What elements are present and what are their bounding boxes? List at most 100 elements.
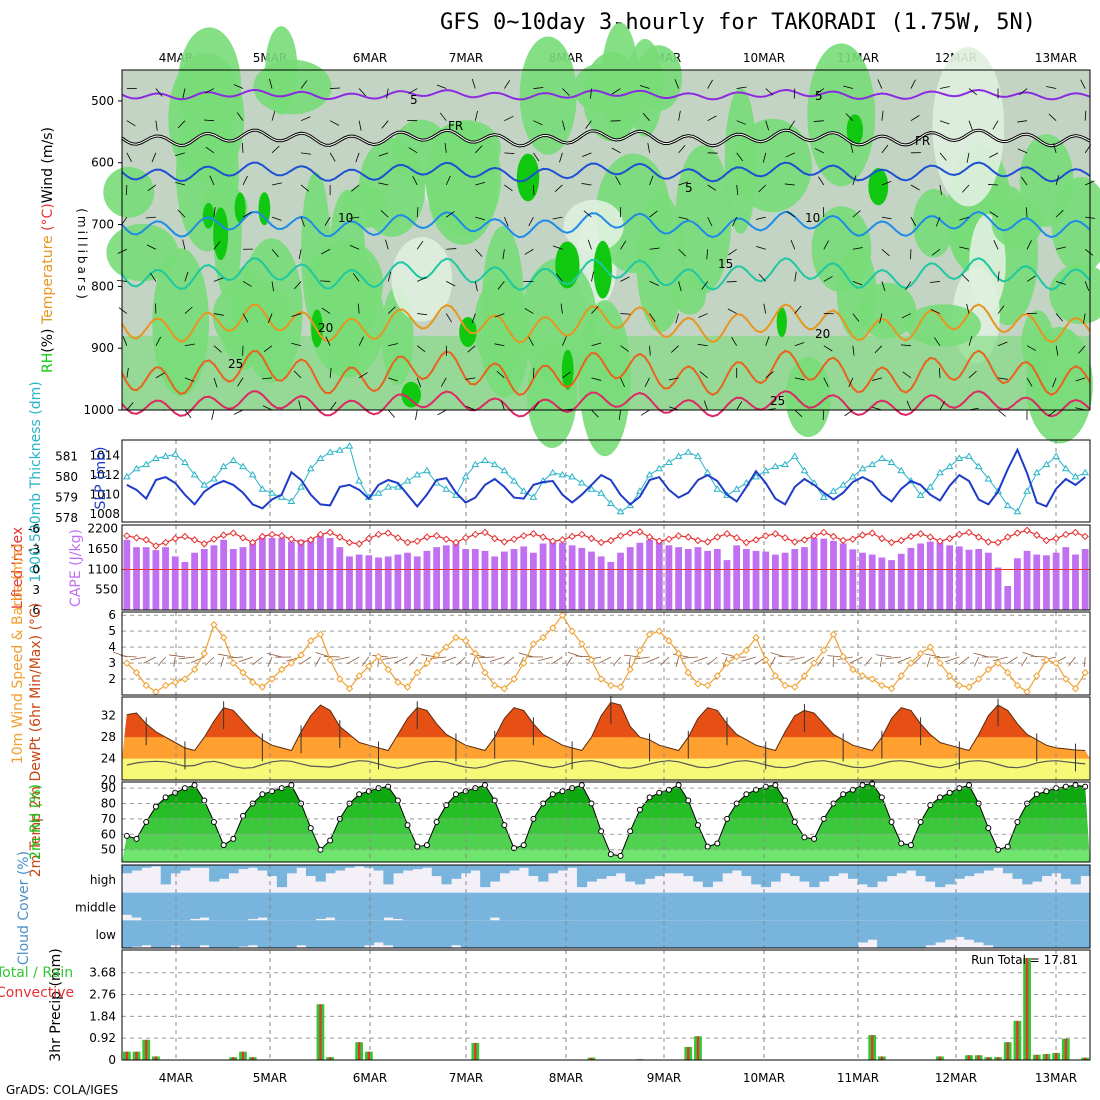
thickness-marker [655,464,664,472]
precip-bar-convective [996,1057,1000,1060]
thickness-marker [577,479,586,486]
wind-barb [1055,175,1060,186]
thickness-marker [819,493,828,500]
y-tick-label-thickness: 581 [55,449,78,463]
cape-bar [404,552,411,610]
cloud-bar-low [518,920,530,948]
rh-marker [482,782,488,789]
cloud-bar-middle [906,892,917,921]
cloud-bar-middle [944,892,955,921]
wind-barb [560,303,563,314]
cloud-bar-low [315,920,326,948]
rh-marker [423,842,430,849]
wind-barb-10m [693,656,708,663]
lifted-index-marker [413,537,421,545]
wind-speed-marker [210,621,218,629]
cloud-bar-middle [480,892,491,921]
wind-barb [380,210,389,218]
cloud-bar-middle [538,892,549,921]
wind-barb [620,313,631,315]
wind-barb [467,345,476,353]
wind-speed-marker [1052,659,1060,667]
thickness-marker [181,458,189,466]
wind-speed-marker [1081,668,1089,677]
cloud-bar-middle [141,892,152,921]
cape-bar [965,549,973,610]
x-tick-label-bottom: 10MAR [743,1071,785,1085]
cloud-bar-middle [702,892,713,921]
cloud-bar-high [499,865,510,874]
cloud-bar-high [635,865,646,885]
temp-line [126,701,1086,752]
wind-barb [211,409,215,420]
cloud-bar-high [770,865,781,882]
cape-bar [820,538,828,610]
wind-barb [241,142,244,153]
lifted-index-marker [442,535,450,543]
wind-barb [416,240,424,250]
wind-barb [533,87,544,89]
cloud-bar-high [712,865,723,882]
cape-bar [1004,585,1012,610]
cloud-bar-low [935,920,946,943]
cloud-bar-high [886,865,897,877]
lifted-index-marker [616,532,625,540]
cloud-bar-high [973,865,985,874]
cloud-bar-high [944,865,955,885]
lifted-index-marker [1013,529,1022,537]
cloud-bar-low [267,920,278,948]
lifted-index-marker [839,536,847,545]
wind-barb [122,336,128,346]
wind-barb [698,313,708,318]
rh-marker [675,782,682,789]
cloud-bar-high [373,865,384,871]
wind-barb-10m [672,653,689,658]
lifted-index-marker [655,537,663,545]
cloud-bar-middle [1031,892,1043,921]
thickness-marker [984,474,993,482]
thickness-marker [790,452,799,459]
cloud-bar-low [373,920,384,943]
wind-contour-label: 5 [815,89,823,103]
cloud-bar-low [499,920,510,948]
cloud-bar-middle [615,892,626,921]
wind-barb [583,210,592,218]
cloud-bar-high [954,865,965,879]
rh-patch [636,193,685,333]
wind-barb [758,273,767,282]
wind-speed-marker [529,640,538,648]
y-tick-label-rh: 80 [101,797,116,811]
lifted-index-marker [481,528,489,537]
wind-barb [852,210,861,218]
cloud-bar-low [489,920,501,948]
thickness-marker [326,448,335,455]
rh-line [126,782,1086,857]
cloud-bar-low [296,920,307,946]
panel-frame-cloud [121,864,1091,949]
thickness-marker [200,481,209,488]
wind-barb [291,313,302,317]
wind-barb [502,249,505,260]
wind-barb [155,120,158,131]
wind-barb [845,113,854,121]
wind-speed-marker [490,681,499,690]
cloud-bar-high [789,865,801,877]
wind-barb [294,281,302,290]
lifted-index-marker [607,536,615,545]
wind-barb [1055,209,1064,218]
thickness-marker [713,485,722,492]
wind-barb [475,248,483,257]
wind-barb [387,306,396,314]
lifted-index-marker [394,534,402,542]
x-tick-label-bottom: 6MAR [353,1071,388,1085]
thickness-marker [839,481,848,488]
cloud-bar-high [1022,865,1033,885]
cloud-bar-low [944,920,955,940]
thickness-marker [1013,507,1022,515]
wind-barb [902,371,912,379]
wind-barb-10m [469,653,486,658]
rh-saturated-patch [516,153,540,202]
rh-patch [626,38,664,137]
cloud-bar-high [393,865,404,874]
cloud-bar-middle [993,892,1004,921]
